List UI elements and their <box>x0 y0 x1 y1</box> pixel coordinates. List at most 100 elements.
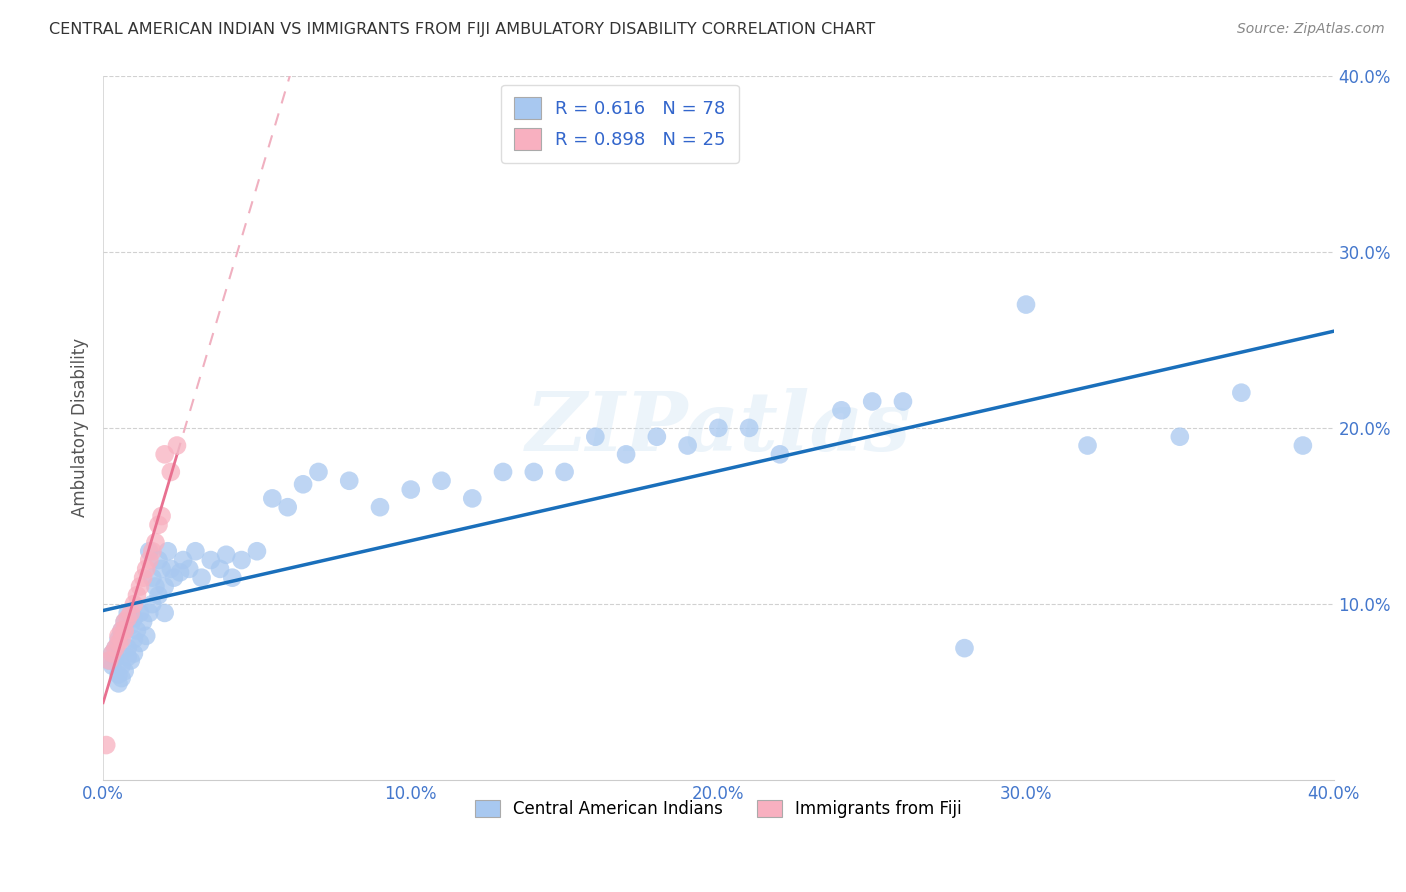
Point <box>166 438 188 452</box>
Point <box>200 553 222 567</box>
Point <box>148 553 170 567</box>
Point <box>114 664 136 678</box>
Point <box>1015 297 1038 311</box>
Point <box>110 671 132 685</box>
Text: ZIPatlas: ZIPatlas <box>526 388 911 468</box>
Point <box>141 544 163 558</box>
Point <box>120 606 142 620</box>
Point <box>221 571 243 585</box>
Point <box>1230 385 1253 400</box>
Point <box>292 477 315 491</box>
Y-axis label: Ambulatory Disability: Ambulatory Disability <box>72 338 89 517</box>
Point <box>125 624 148 638</box>
Point <box>676 438 699 452</box>
Point <box>150 562 173 576</box>
Point <box>138 606 160 620</box>
Point <box>1168 430 1191 444</box>
Point <box>117 641 139 656</box>
Legend: Central American Indians, Immigrants from Fiji: Central American Indians, Immigrants fro… <box>468 793 969 825</box>
Point <box>830 403 852 417</box>
Point <box>145 579 167 593</box>
Point <box>145 535 167 549</box>
Point <box>554 465 576 479</box>
Point <box>308 465 330 479</box>
Point <box>523 465 546 479</box>
Point <box>122 611 145 625</box>
Point <box>461 491 484 506</box>
Point <box>98 653 121 667</box>
Point <box>117 650 139 665</box>
Point <box>122 647 145 661</box>
Point <box>110 624 132 638</box>
Point <box>122 632 145 647</box>
Point <box>169 566 191 580</box>
Text: CENTRAL AMERICAN INDIAN VS IMMIGRANTS FROM FIJI AMBULATORY DISABILITY CORRELATIO: CENTRAL AMERICAN INDIAN VS IMMIGRANTS FR… <box>49 22 876 37</box>
Point <box>98 653 121 667</box>
Point <box>1076 438 1098 452</box>
Point <box>114 615 136 629</box>
Point <box>101 647 124 661</box>
Point <box>120 653 142 667</box>
Point <box>163 571 186 585</box>
Point <box>246 544 269 558</box>
Point <box>107 667 129 681</box>
Point <box>148 517 170 532</box>
Point <box>135 629 157 643</box>
Point <box>120 618 142 632</box>
Point <box>148 588 170 602</box>
Point <box>231 553 253 567</box>
Point <box>101 658 124 673</box>
Point <box>368 500 391 515</box>
Point <box>104 650 127 665</box>
Point <box>153 579 176 593</box>
Point <box>153 606 176 620</box>
Point <box>101 647 124 661</box>
Point <box>117 606 139 620</box>
Point <box>215 548 238 562</box>
Point <box>110 624 132 638</box>
Point <box>153 447 176 461</box>
Point <box>1292 438 1315 452</box>
Point <box>141 571 163 585</box>
Point <box>208 562 231 576</box>
Point <box>114 615 136 629</box>
Point <box>645 430 668 444</box>
Point <box>492 465 515 479</box>
Point <box>138 553 160 567</box>
Point <box>156 544 179 558</box>
Point <box>860 394 883 409</box>
Point <box>141 597 163 611</box>
Point <box>110 632 132 647</box>
Point <box>179 562 201 576</box>
Point <box>104 641 127 656</box>
Point <box>107 676 129 690</box>
Point <box>107 632 129 647</box>
Point <box>150 508 173 523</box>
Point <box>769 447 792 461</box>
Point <box>96 738 118 752</box>
Point <box>107 636 129 650</box>
Point <box>138 544 160 558</box>
Point <box>891 394 914 409</box>
Point <box>122 597 145 611</box>
Point <box>707 421 730 435</box>
Point <box>110 658 132 673</box>
Point <box>129 579 152 593</box>
Point <box>135 562 157 576</box>
Point <box>104 641 127 656</box>
Point <box>129 606 152 620</box>
Point <box>107 629 129 643</box>
Point <box>277 500 299 515</box>
Point <box>159 562 181 576</box>
Point <box>262 491 284 506</box>
Point <box>125 588 148 602</box>
Point <box>738 421 761 435</box>
Point <box>132 615 155 629</box>
Point <box>190 571 212 585</box>
Point <box>117 611 139 625</box>
Point <box>159 465 181 479</box>
Point <box>129 636 152 650</box>
Point <box>614 447 637 461</box>
Point <box>430 474 453 488</box>
Point <box>114 624 136 638</box>
